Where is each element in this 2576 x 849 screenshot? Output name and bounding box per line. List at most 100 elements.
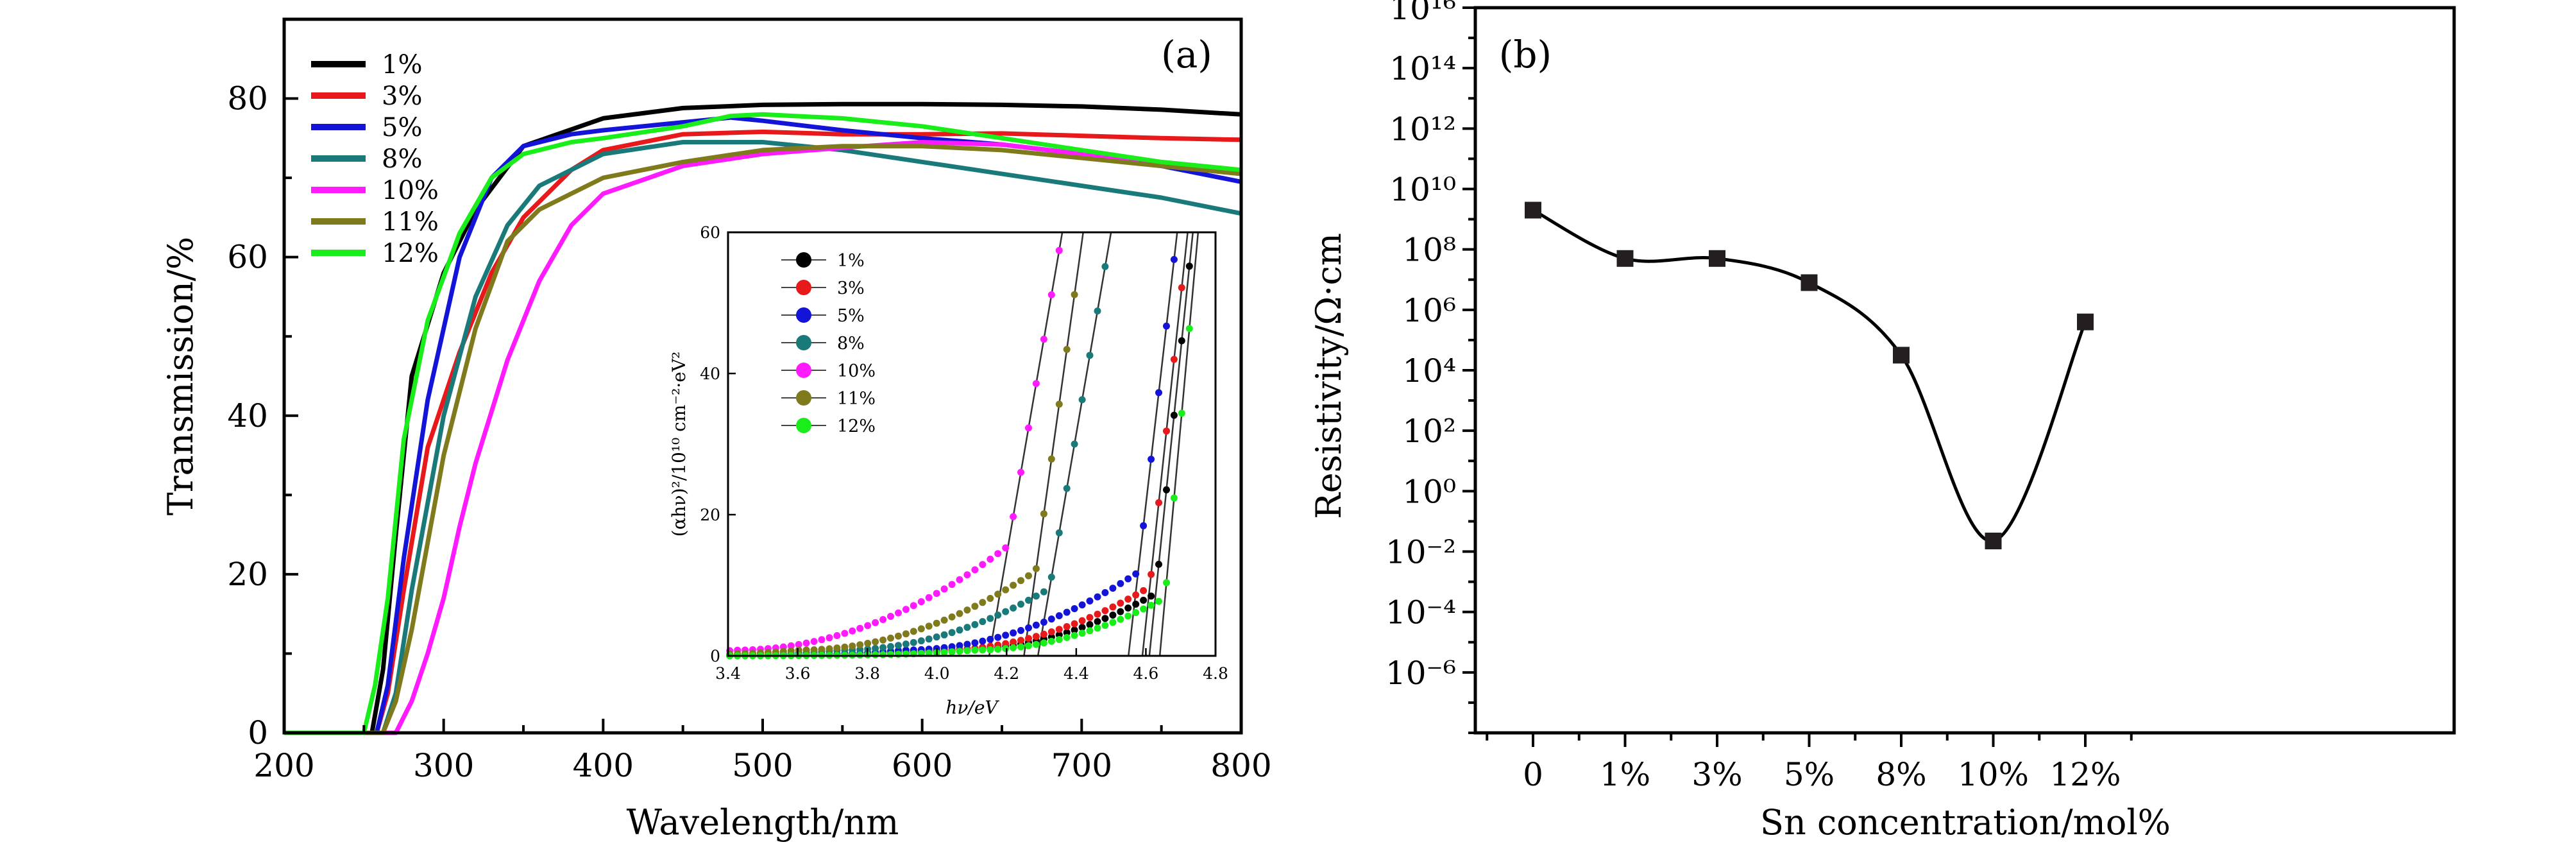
inset-legend-label: 8%: [837, 334, 865, 354]
data-point: [1109, 612, 1117, 619]
data-point: [1086, 627, 1094, 635]
legend-label: 10%: [382, 176, 439, 205]
data-point: [1109, 585, 1117, 592]
x-tick-label: 200: [253, 747, 314, 784]
data-point: [1063, 623, 1071, 630]
data-point: [1124, 605, 1132, 612]
data-point: [810, 646, 818, 654]
y-tick-label: 20: [227, 556, 268, 593]
inset-legend-label: 11%: [837, 389, 876, 409]
data-point-3pct: [1709, 250, 1725, 267]
legend-label: 1%: [382, 50, 422, 80]
data-point: [849, 642, 856, 650]
data-point: [1170, 255, 1178, 263]
data-point: [1002, 631, 1010, 639]
data-point: [1071, 620, 1078, 628]
data-point: [1010, 513, 1017, 520]
inset-y-axis-title: (αhν)²/10¹⁰ cm⁻²·eV²: [668, 352, 690, 537]
data-point: [979, 599, 987, 606]
y-tick-label: 10⁻⁶: [1385, 655, 1456, 692]
data-point: [1163, 486, 1170, 493]
inset-x-axis-title: hν/eV: [945, 697, 999, 718]
data-point: [879, 644, 887, 651]
data-point: [1132, 601, 1140, 608]
data-point: [795, 640, 802, 648]
data-point: [872, 651, 879, 658]
data-point: [895, 632, 902, 640]
data-point: [948, 643, 956, 651]
data-point: [1063, 346, 1071, 353]
data-point: [802, 646, 810, 654]
data-point: [948, 629, 956, 637]
data-point: [1101, 615, 1109, 622]
data-point: [1032, 640, 1040, 648]
inset-legend: 1% 3% 5% 8% 10% 11% 12%: [781, 251, 876, 436]
data-point: [1040, 639, 1047, 647]
y-tick-label: 10¹⁰: [1389, 171, 1456, 209]
data-point: [1017, 468, 1024, 476]
data-point: [856, 624, 864, 632]
data-point: [1155, 560, 1162, 568]
y-tick-label: 10¹⁶: [1389, 0, 1456, 27]
data-point: [802, 639, 810, 647]
data-point: [864, 622, 872, 630]
x-tick-label: 8%: [1876, 756, 1926, 793]
data-point: [810, 638, 818, 646]
data-point: [1163, 579, 1170, 587]
data-point: [1140, 522, 1148, 529]
inset-legend-marker: [796, 307, 811, 323]
panel-a-legend: 1%3%5%8%10%11%12%: [311, 50, 439, 268]
data-point: [987, 595, 994, 602]
x-tick-label: 700: [1051, 747, 1112, 784]
data-point: [987, 635, 994, 643]
legend-label: 12%: [382, 239, 439, 268]
data-point: [1055, 626, 1063, 633]
x-tick-label: 0: [1523, 756, 1543, 793]
fit-line: [988, 232, 1063, 656]
data-point: [963, 606, 971, 614]
data-point: [1063, 629, 1071, 637]
data-point: [948, 648, 956, 656]
data-point-8pct: [1893, 347, 1910, 364]
data-point: [933, 619, 940, 627]
data-point: [1155, 597, 1162, 605]
data-point: [1055, 529, 1063, 536]
legend-label: 5%: [382, 113, 422, 142]
data-point: [1140, 605, 1148, 613]
x-tick-label: 500: [732, 747, 793, 784]
data-point: [1101, 262, 1109, 270]
x-tick-label: 3%: [1691, 756, 1742, 793]
data-point: [1132, 570, 1140, 578]
data-point: [1101, 622, 1109, 629]
x-tick-label: 12%: [2049, 756, 2121, 793]
data-point: [864, 640, 872, 647]
data-point: [1078, 617, 1086, 624]
data-point: [994, 550, 1002, 558]
data-point: [910, 602, 917, 610]
data-point: [956, 642, 963, 649]
data-point: [956, 647, 963, 655]
inset-plot-frame: [727, 231, 1217, 657]
data-point: [925, 622, 933, 630]
data-point: [1155, 389, 1162, 397]
data-point: [925, 594, 933, 601]
data-point: [1117, 615, 1124, 623]
data-point: [1170, 494, 1178, 502]
data-point: [1094, 624, 1101, 632]
data-point: [1017, 577, 1024, 585]
panel-b-ticks: 0 1% 3% 5% 8% 10% 12% 10⁻⁶ 10⁻⁴ 10⁻² 10⁰ 10² 10⁴ 10⁶ 1…: [1385, 0, 2133, 793]
data-point: [987, 555, 994, 563]
data-point: [1055, 612, 1063, 619]
data-point: [1148, 601, 1155, 609]
data-point: [956, 610, 963, 617]
x-tick-label: 300: [413, 747, 474, 784]
data-point: [1071, 440, 1078, 448]
data-point: [994, 646, 1002, 653]
data-point: [1185, 262, 1193, 270]
data-point: [917, 625, 925, 633]
x-tick-label: 1%: [1600, 756, 1650, 793]
data-point: [1148, 592, 1155, 600]
inset-legend-marker: [796, 252, 811, 268]
data-point: [1094, 307, 1101, 315]
